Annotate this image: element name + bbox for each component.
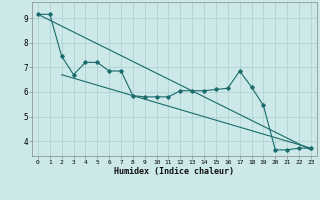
- X-axis label: Humidex (Indice chaleur): Humidex (Indice chaleur): [115, 167, 234, 176]
